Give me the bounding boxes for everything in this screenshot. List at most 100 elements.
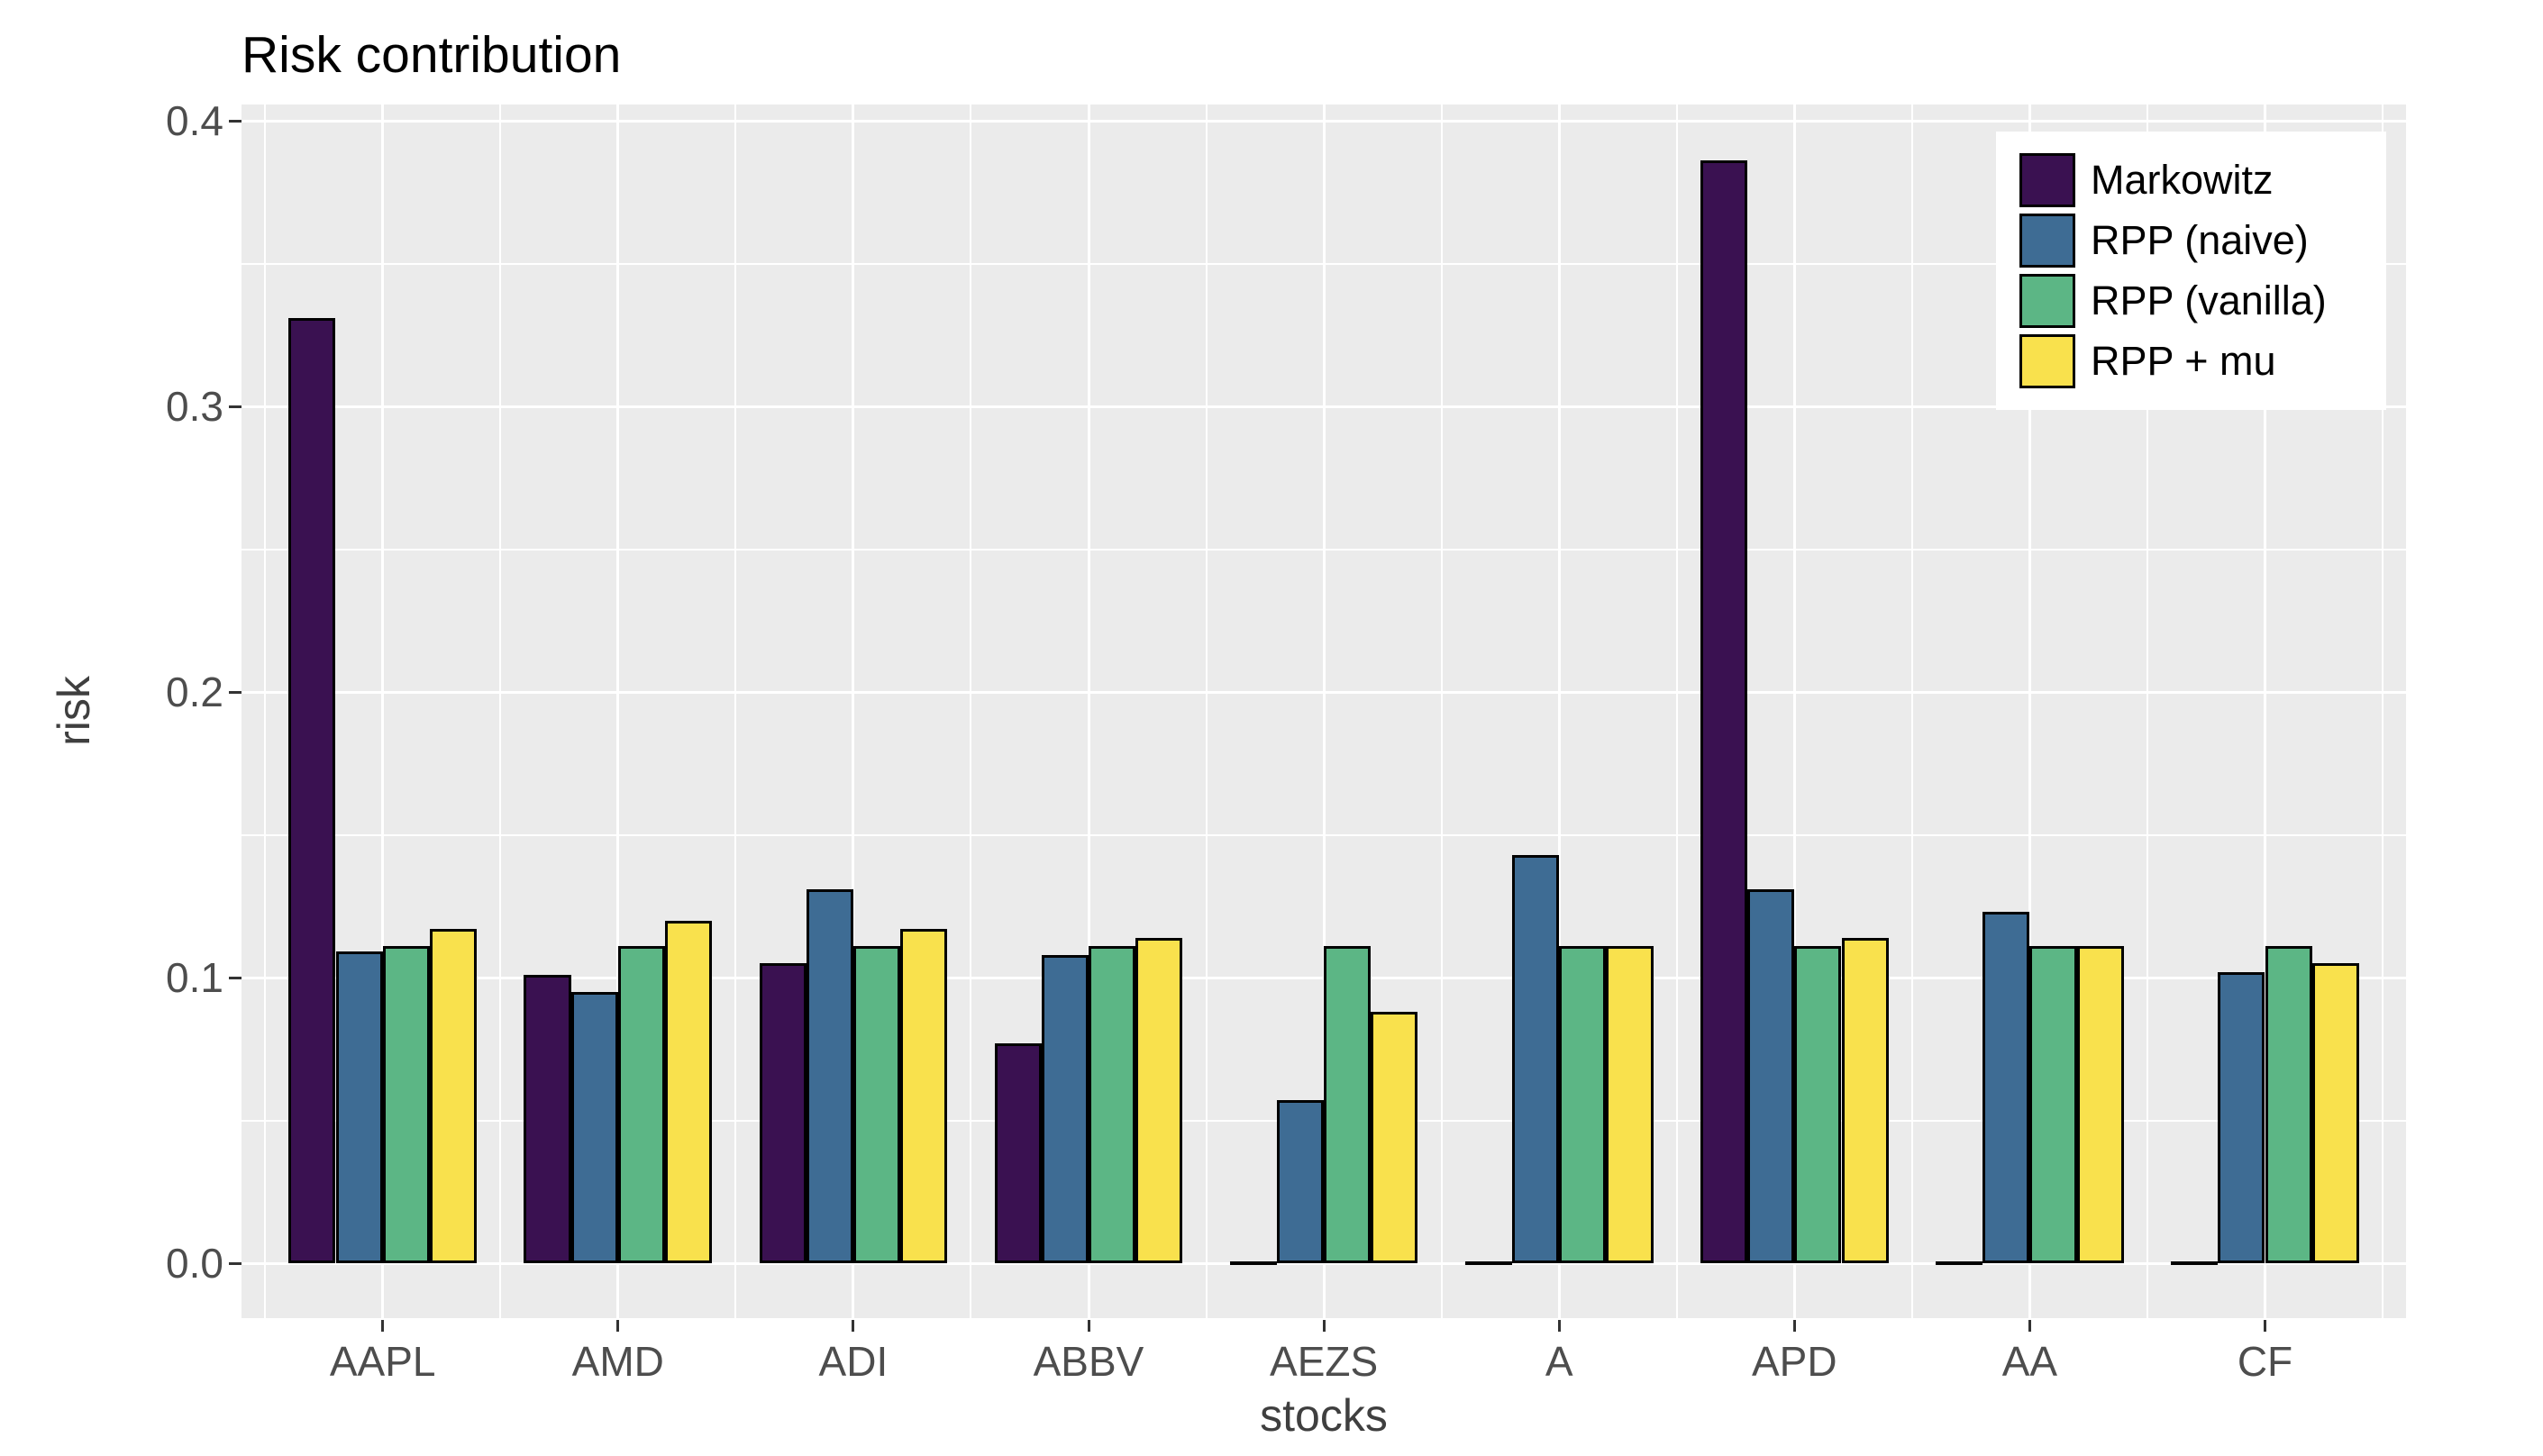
bar-AEZS-RPP (naive)	[1276, 1100, 1325, 1263]
legend: Markowitz RPP (naive) RPP (vanilla) RPP + m…	[1996, 132, 2386, 410]
y-tick-mark	[229, 976, 242, 979]
bar-A-RPP + mu	[1606, 946, 1654, 1263]
bar-A-Markowitz-zero	[1464, 1261, 1512, 1265]
legend-item: Markowitz	[2019, 153, 2386, 207]
x-tick-label: AA	[2001, 1338, 2058, 1385]
gridline-minor-x	[1205, 105, 1208, 1318]
bar-AEZS-Markowitz-zero	[1229, 1261, 1277, 1265]
gridline-major-x	[381, 105, 385, 1318]
bar-AAPL-Markowitz	[288, 317, 336, 1263]
bar-CF-Markowitz-zero	[2171, 1261, 2219, 1265]
bar-AAPL-RPP + mu	[429, 929, 478, 1263]
x-tick-mark	[616, 1320, 620, 1332]
gridline-minor-x	[1675, 105, 1678, 1318]
legend-item: RPP (naive)	[2019, 214, 2386, 268]
y-tick-label: 0.4	[166, 97, 223, 144]
gridline-major-x	[852, 105, 855, 1318]
legend-label: RPP (naive)	[2091, 217, 2309, 263]
bar-AA-RPP (naive)	[1982, 912, 2030, 1263]
legend-swatch-RPP (naive)	[2019, 214, 2075, 268]
gridline-major-x	[1557, 105, 1561, 1318]
gridline-minor-x	[2382, 105, 2384, 1318]
bar-CF-RPP + mu	[2311, 963, 2359, 1263]
bar-AA-RPP (vanilla)	[2029, 946, 2077, 1263]
bar-AMD-Markowitz	[524, 974, 571, 1263]
legend-item: RPP (vanilla)	[2019, 274, 2386, 328]
y-tick-mark	[229, 690, 242, 694]
legend-label: RPP + mu	[2091, 338, 2276, 384]
legend-swatch-RPP + mu	[2019, 334, 2075, 388]
bar-CF-RPP (vanilla)	[2265, 946, 2312, 1263]
bar-APD-RPP (vanilla)	[1794, 946, 1842, 1263]
y-tick-label: 0.3	[166, 383, 223, 430]
gridline-minor-x	[1910, 105, 1913, 1318]
x-tick-mark	[1792, 1320, 1796, 1332]
gridline-major-x	[616, 105, 620, 1318]
x-tick-label: ADI	[818, 1338, 889, 1385]
x-tick-label: CF	[2237, 1338, 2293, 1385]
bar-AEZS-RPP (vanilla)	[1324, 946, 1372, 1263]
gridline-major-x	[1087, 105, 1090, 1318]
bar-AA-Markowitz-zero	[1936, 1261, 1983, 1265]
x-tick-label: AAPL	[329, 1338, 436, 1385]
y-tick-mark	[229, 1261, 242, 1265]
bar-AAPL-RPP (naive)	[335, 951, 383, 1263]
x-tick-label: A	[1545, 1338, 1573, 1385]
x-tick-mark	[1322, 1320, 1326, 1332]
bar-ADI-Markowitz	[759, 963, 807, 1263]
bar-CF-RPP (naive)	[2218, 971, 2265, 1263]
gridline-minor-x	[970, 105, 972, 1318]
gridline-minor-x	[734, 105, 737, 1318]
bar-ADI-RPP (vanilla)	[852, 946, 901, 1263]
x-tick-mark	[1087, 1320, 1090, 1332]
gridline-major-x	[1792, 105, 1796, 1318]
bar-AA-RPP + mu	[2076, 946, 2124, 1263]
legend-swatch-RPP (vanilla)	[2019, 274, 2075, 328]
bar-AEZS-RPP + mu	[1371, 1012, 1418, 1263]
legend-swatch-Markowitz	[2019, 153, 2075, 207]
bar-A-RPP (vanilla)	[1559, 946, 1607, 1263]
y-tick-mark	[229, 405, 242, 408]
gridline-minor-x	[1440, 105, 1443, 1318]
legend-label: Markowitz	[2091, 157, 2274, 203]
bar-ABBV-Markowitz	[994, 1042, 1042, 1263]
gridline-major-x	[2028, 105, 2031, 1318]
bar-ABBV-RPP + mu	[1135, 937, 1183, 1263]
bar-APD-RPP (naive)	[1747, 888, 1795, 1263]
x-tick-label: AEZS	[1270, 1338, 1379, 1385]
x-tick-label: ABBV	[1033, 1338, 1144, 1385]
y-tick-mark	[229, 119, 242, 123]
gridline-major-x	[2264, 105, 2266, 1318]
bar-ABBV-RPP (naive)	[1041, 954, 1089, 1263]
y-tick-label: 0.2	[166, 669, 223, 715]
y-tick-label: 0.1	[166, 954, 223, 1001]
bar-ADI-RPP (naive)	[806, 888, 853, 1263]
gridline-major-x	[1322, 105, 1326, 1318]
bar-AMD-RPP + mu	[665, 920, 713, 1263]
x-tick-mark	[2264, 1320, 2266, 1332]
x-axis-title: stocks	[1260, 1390, 1388, 1441]
x-tick-mark	[2028, 1320, 2031, 1332]
chart-title: Risk contribution	[242, 26, 622, 84]
x-tick-mark	[381, 1320, 385, 1332]
legend-item: RPP + mu	[2019, 334, 2386, 388]
bar-ADI-RPP + mu	[900, 929, 948, 1263]
bar-A-RPP (naive)	[1512, 854, 1560, 1263]
bar-AAPL-RPP (vanilla)	[382, 946, 430, 1263]
bar-APD-RPP + mu	[1841, 937, 1889, 1263]
legend-label: RPP (vanilla)	[2091, 278, 2327, 323]
gridline-minor-x	[264, 105, 267, 1318]
y-tick-label: 0.0	[166, 1240, 223, 1287]
x-tick-label: AMD	[571, 1338, 664, 1385]
bar-APD-Markowitz	[1700, 160, 1748, 1263]
bar-AMD-RPP (naive)	[570, 991, 618, 1263]
bar-ABBV-RPP (vanilla)	[1089, 946, 1136, 1263]
x-tick-mark	[852, 1320, 855, 1332]
y-axis-title: risk	[49, 676, 99, 746]
gridline-minor-x	[499, 105, 502, 1318]
x-tick-mark	[1557, 1320, 1561, 1332]
bar-AMD-RPP (vanilla)	[617, 946, 665, 1263]
x-tick-label: APD	[1752, 1338, 1837, 1385]
gridline-minor-x	[2146, 105, 2148, 1318]
